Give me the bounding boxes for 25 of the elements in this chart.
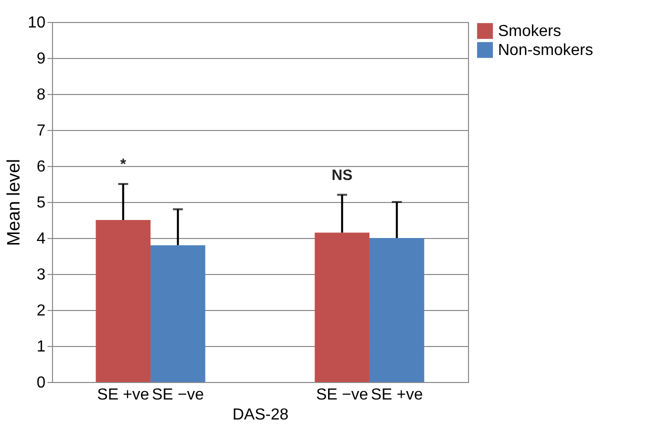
y-tick-label: 10 [28, 14, 46, 32]
bar [96, 220, 151, 382]
annotation: NS [332, 166, 353, 184]
x-tick-label: SE −ve [152, 386, 204, 404]
y-axis-title: Mean level [4, 158, 24, 246]
y-tick-label: 3 [36, 266, 46, 284]
legend-label: Non-smokers [498, 42, 594, 59]
y-tick-label: 1 [36, 338, 46, 356]
y-tick-label: 2 [36, 302, 46, 320]
x-tick-label: SE +ve [97, 386, 150, 404]
y-tick-label: 8 [36, 86, 46, 104]
y-tick-label: 4 [36, 230, 46, 248]
y-tick-label: 0 [36, 374, 46, 392]
y-tick-label: 6 [36, 158, 46, 176]
legend-label: Smokers [498, 23, 562, 40]
x-axis-title: DAS-28 [232, 406, 289, 424]
bar [314, 232, 370, 382]
annotation: * [120, 156, 126, 173]
y-tick-label: 5 [36, 194, 46, 212]
bar [150, 245, 206, 382]
x-tick-label: SE −ve [316, 386, 368, 404]
y-tick-label: 7 [36, 122, 46, 140]
x-tick-label: SE +ve [370, 386, 423, 404]
bar [369, 238, 424, 382]
y-tick-label: 9 [36, 50, 46, 68]
